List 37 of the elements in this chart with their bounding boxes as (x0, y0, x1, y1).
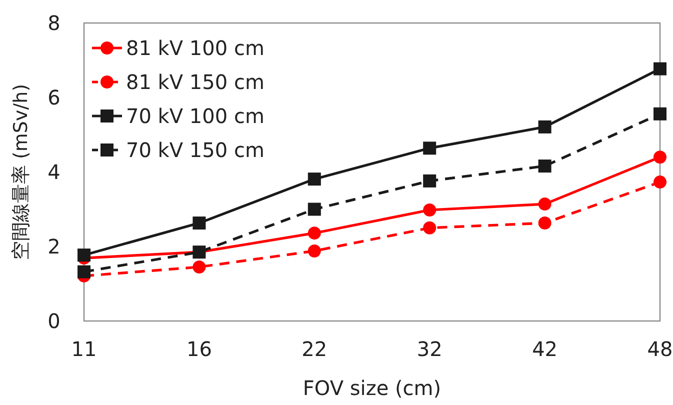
x-tick-label: 16 (186, 337, 212, 361)
point (538, 160, 552, 173)
y-tick-label: 8 (48, 11, 60, 35)
x-tick-label: 22 (302, 337, 328, 361)
point (538, 120, 552, 134)
point (423, 142, 436, 155)
point (654, 176, 666, 189)
point (192, 216, 206, 230)
point (538, 198, 552, 211)
point (78, 265, 90, 278)
point (654, 150, 666, 164)
x-axis-title: FOV size (cm) (302, 376, 442, 400)
legend-label: 70 kV 150 cm (126, 138, 264, 162)
legend-label: 81 kV 100 cm (126, 36, 264, 60)
y-tick-label: 2 (48, 234, 60, 258)
point (423, 174, 436, 188)
legend-label: 81 kV 150 cm (126, 70, 264, 94)
point (78, 248, 90, 262)
x-tick-label: 42 (532, 337, 558, 361)
point (538, 216, 552, 230)
legend-label: 70 kV 100 cm (126, 104, 264, 128)
point (654, 62, 666, 76)
point (308, 244, 321, 258)
point (192, 260, 206, 274)
x-tick-label: 32 (416, 337, 442, 361)
point (308, 202, 321, 216)
y-axis-title: 空間線量率 (mSv/h) (10, 84, 32, 260)
point (423, 221, 436, 234)
point (308, 172, 321, 186)
x-tick-label: 11 (71, 337, 97, 361)
point (654, 107, 666, 120)
y-tick-label: 6 (48, 86, 60, 110)
point (423, 203, 436, 216)
y-tick-label: 4 (48, 160, 60, 184)
x-tick-label: 48 (647, 337, 673, 361)
point (308, 226, 321, 240)
y-tick-label: 0 (48, 309, 60, 333)
